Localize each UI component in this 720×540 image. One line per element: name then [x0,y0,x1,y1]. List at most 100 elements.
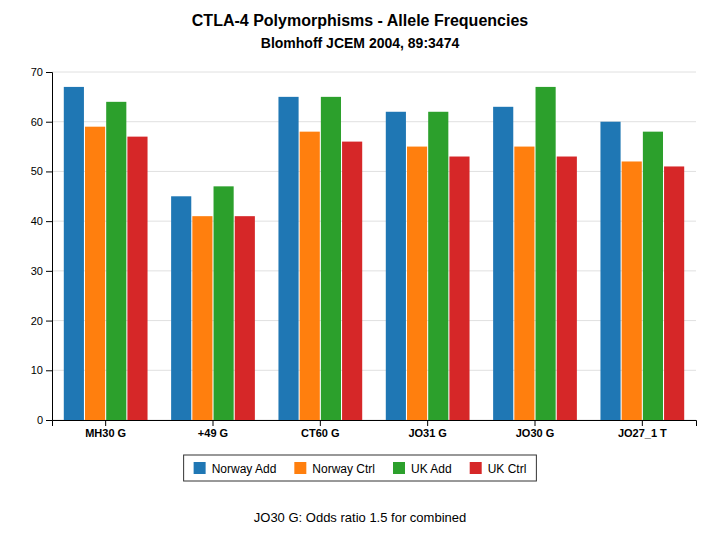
bar [278,97,298,420]
bar [407,147,427,420]
bar [449,157,469,420]
tick-label: 30 [31,265,43,277]
legend-label: UK Ctrl [488,462,527,476]
tick-label: 40 [31,215,43,227]
grid-line [52,121,696,122]
bar [342,142,362,420]
legend-item: Norway Ctrl [294,462,375,476]
tick-mark [46,122,52,123]
grid-line [52,221,696,222]
tick-mark [427,420,428,426]
bar-series [127,137,684,420]
legend-swatch [393,462,405,474]
legend-item: UK Ctrl [470,462,527,476]
bar [493,107,513,420]
grid-line [52,72,696,73]
tick-label: 0 [37,414,43,426]
tick: 20 [31,315,52,327]
legend-label: Norway Add [212,462,277,476]
bar [600,122,620,420]
legend-label: UK Add [411,462,452,476]
bar [106,102,126,420]
tick-mark [46,321,52,322]
tick: JO27_1 T [618,420,667,439]
tick-label: +49 G [198,427,228,439]
axis-line [46,73,53,421]
bar-series [85,127,642,420]
tick: 30 [31,265,52,277]
tick-label: JO27_1 T [618,427,667,439]
tick-mark [46,420,52,421]
tick: 60 [31,116,52,128]
tick: 0 [37,414,52,426]
bar-series [64,87,621,420]
tick-label: 70 [31,66,43,78]
subtitle: Blomhoff JCEM 2004, 89:3474 [261,35,460,51]
tick-label: 60 [31,116,43,128]
bar [557,157,577,420]
tick-mark [642,420,643,426]
grid-line [52,171,696,172]
legend-item: Norway Add [194,462,277,476]
bar [192,216,212,420]
bar [171,196,191,420]
tick: JO30 G [516,420,555,439]
bar [321,97,341,420]
bar [536,87,556,420]
tick: 40 [31,215,52,227]
tick-mark [213,420,214,426]
title: CTLA-4 Polymorphisms - Allele Frequencie… [192,12,528,29]
tick-label: 50 [31,165,43,177]
axis-line [53,421,697,427]
grid-line [52,270,696,271]
bars [64,87,684,420]
grid-line [52,370,696,371]
y-axis: 0 10 20 30 40 50 60 70 [31,66,53,426]
bar [386,112,406,420]
chart: CTLA-4 Polymorphisms - Allele Frequencie… [0,0,720,540]
tick: MH30 G [85,420,126,439]
bar [235,216,255,420]
tick-mark [46,171,52,172]
legend-item: UK Add [393,462,452,476]
bar [664,166,684,420]
annotation: JO30 G: Odds ratio 1.5 for combined [254,510,466,525]
tick: 10 [31,364,52,376]
bar [514,147,534,420]
plot-area: 0 10 20 30 40 50 60 70 MH30 G +49 G CT60 G JO31 G JO… [31,66,697,439]
legend-swatch [194,462,206,474]
tick-label: CT60 G [301,427,340,439]
legend-frame [184,455,537,481]
x-axis: MH30 G +49 G CT60 G JO31 G JO30 G JO27_1 T [53,420,697,439]
tick-label: JO31 G [408,427,447,439]
bar [127,137,147,420]
bar [64,87,84,420]
tick-mark [46,72,52,73]
grid [52,72,696,420]
bar [643,132,663,420]
tick-label: 10 [31,364,43,376]
tick-mark [105,420,106,426]
bar [622,161,642,420]
bar [214,186,234,420]
tick: 70 [31,66,52,78]
tick: 50 [31,165,52,177]
tick-mark [46,271,52,272]
tick-mark [46,370,52,371]
bar [428,112,448,420]
tick-mark [320,420,321,426]
bar-series [106,87,663,420]
tick: +49 G [198,420,228,439]
legend: Norway Add Norway Ctrl UK Add UK Ctrl [184,455,537,481]
tick-mark [535,420,536,426]
tick-label: JO30 G [516,427,555,439]
bar [85,127,105,420]
tick: CT60 G [301,420,340,439]
bar [300,132,320,420]
tick-label: MH30 G [85,427,126,439]
legend-label: Norway Ctrl [312,462,375,476]
tick-label: 20 [31,315,43,327]
grid-line [52,320,696,321]
legend-swatch [294,462,306,474]
tick: JO31 G [408,420,447,439]
